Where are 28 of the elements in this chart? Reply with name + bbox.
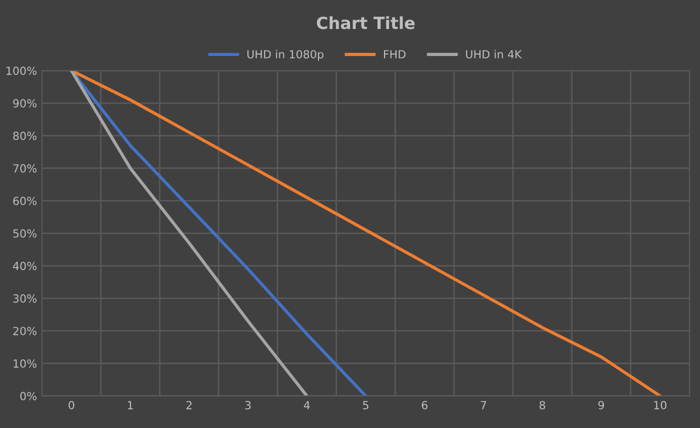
y-tick-label: 90%: [13, 99, 37, 108]
chart-title: Chart Title: [316, 16, 415, 30]
x-tick-label: 8: [540, 400, 546, 410]
y-tick-label: 80%: [13, 132, 37, 140]
y-tick-label: 20%: [13, 326, 37, 336]
line-series: [70, 70, 662, 396]
y-tick-label: 40%: [12, 262, 37, 270]
line-series: [70, 70, 308, 396]
x-tick-label: 10: [654, 400, 666, 410]
legend-label: UHD in 4K: [466, 50, 522, 58]
y-tick-label: 10%: [14, 359, 37, 368]
y-tick-label: 70%: [13, 164, 37, 173]
x-tick-label: 3: [245, 400, 251, 410]
x-tick-label: 6: [422, 400, 428, 410]
y-tick-label: 50%: [13, 229, 37, 238]
x-tick-label: 9: [598, 400, 604, 410]
y-tick-label: 0%: [20, 392, 37, 400]
y-tick-label: 30%: [13, 294, 37, 303]
legend-label: UHD in 1080p: [247, 50, 324, 61]
legend-label: FHD: [384, 50, 406, 58]
x-tick-label: 7: [480, 401, 486, 410]
y-tick-label: 100%: [6, 66, 37, 75]
x-tick-label: 0: [68, 400, 74, 410]
x-tick-label: 5: [363, 401, 368, 410]
y-tick-label: 60%: [13, 196, 37, 206]
x-tick-label: 1: [128, 401, 133, 410]
x-tick-label: 4: [304, 401, 310, 410]
x-tick-label: 2: [186, 400, 192, 410]
